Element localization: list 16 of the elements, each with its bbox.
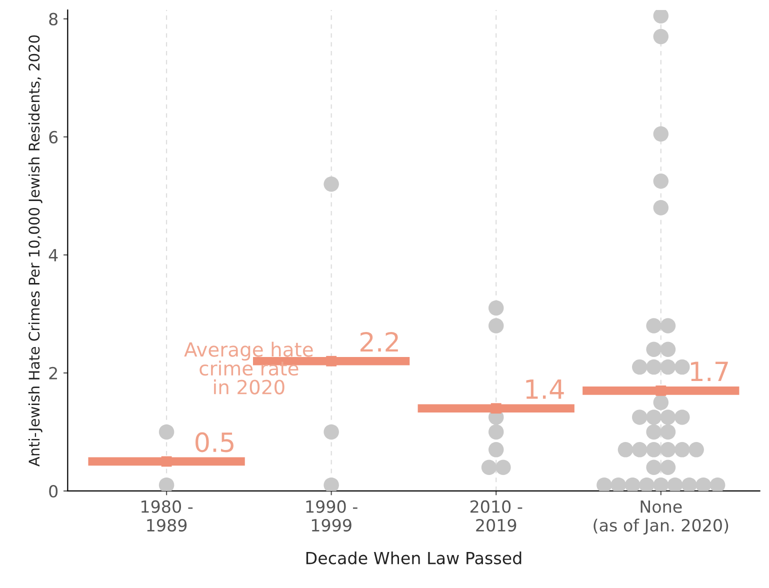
x-tick-label: 1990 - 1999 [306,500,358,532]
y-axis-title: Anti-Jewish Hate Crimes Per 10,000 Jewish Residents, 2020 [28,35,42,466]
y-tick-label: 6 [49,130,58,144]
y-tick-label: 0 [49,484,58,498]
y-tick-label: 2 [49,366,57,380]
x-axis-title: Decade When Law Passed [306,551,522,564]
annotation: Average hate crime rate in 2020 [184,342,313,394]
data-label: 1.7 [691,362,728,382]
x-tick-label: 2010 - 2019 [470,500,522,532]
y-tick-label: 8 [49,12,58,26]
data-label: 0.5 [196,432,234,452]
data-label: 1.4 [526,380,564,399]
y-tick-label: 4 [48,249,58,262]
data-label: 2.2 [360,332,398,352]
x-tick-label: 1980 - 1989 [142,500,193,532]
x-tick-label: None (as of Jan. 2020) [594,500,728,535]
